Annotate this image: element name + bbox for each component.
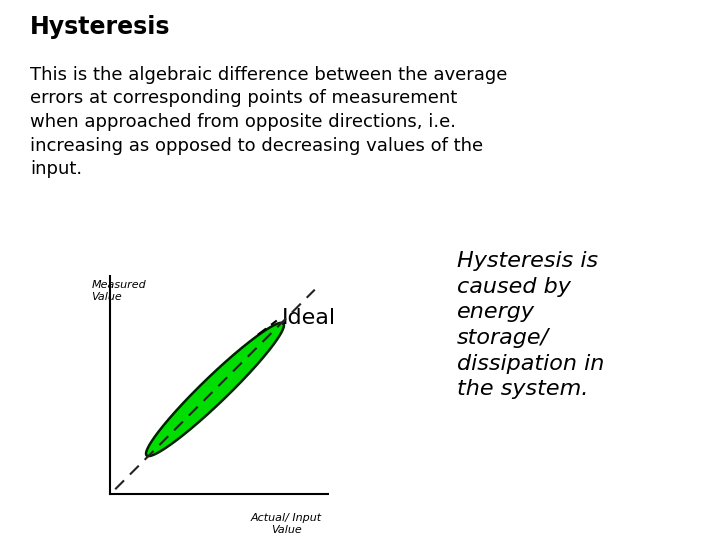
Text: Hysteresis: Hysteresis: [30, 15, 171, 39]
Text: Hysteresis is
caused by
energy
storage/
dissipation in
the system.: Hysteresis is caused by energy storage/ …: [457, 251, 605, 399]
Text: Ideal: Ideal: [282, 308, 336, 328]
Polygon shape: [146, 323, 284, 456]
Text: Measured
Value: Measured Value: [91, 280, 146, 302]
Text: This is the algebraic difference between the average
errors at corresponding poi: This is the algebraic difference between…: [30, 66, 508, 178]
Text: Actual/ Input
Value: Actual/ Input Value: [251, 513, 322, 535]
